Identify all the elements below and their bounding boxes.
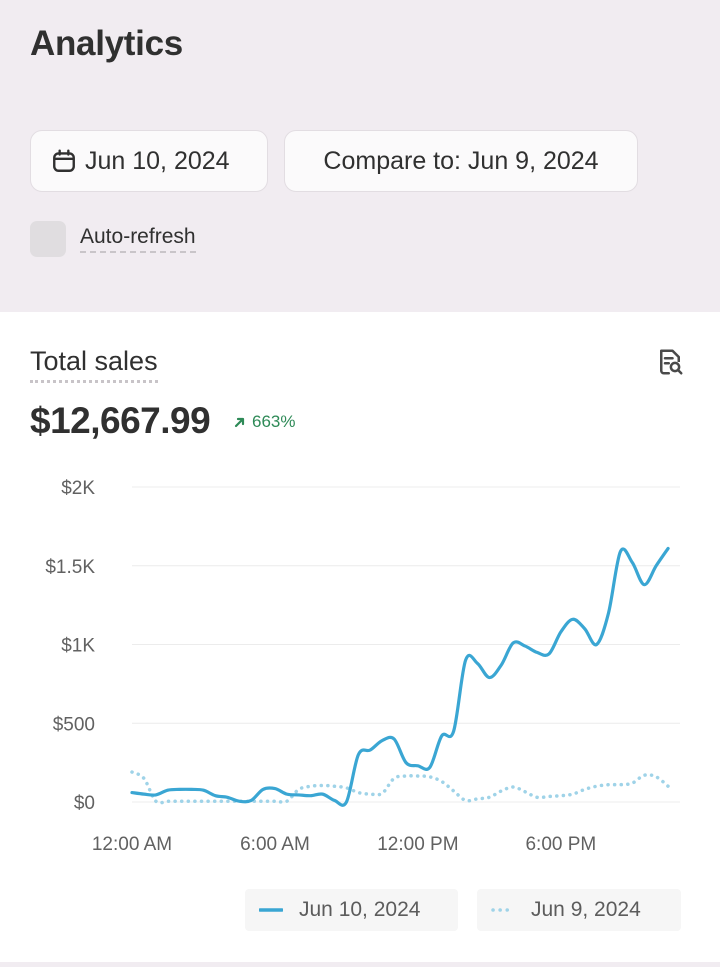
y-tick-label: $1K [61, 636, 95, 657]
x-tick-label: 12:00 PM [377, 834, 458, 855]
y-tick-label: $1.5K [45, 557, 95, 578]
y-tick-label: $2K [61, 478, 95, 499]
legend-item-compare[interactable]: Jun 9, 2024 [477, 889, 681, 931]
y-tick-label: $500 [53, 714, 95, 735]
auto-refresh-checkbox[interactable] [30, 221, 66, 257]
calendar-icon [53, 149, 75, 172]
auto-refresh-toggle[interactable]: Auto-refresh [30, 221, 196, 257]
date-picker-label: Jun 10, 2024 [85, 146, 230, 175]
explore-report-icon[interactable] [655, 347, 685, 377]
change-value: 663% [252, 412, 296, 431]
legend-label: Jun 9, 2024 [531, 898, 641, 921]
filter-panel: Analytics Jun 10, 2024 Compare to: Jun 9… [0, 0, 720, 312]
auto-refresh-label: Auto-refresh [80, 225, 196, 253]
metric-value: $12,667.99 [30, 400, 211, 441]
x-tick-label: 12:00 AM [92, 834, 172, 855]
arrow-up-right-icon [234, 417, 245, 428]
sales-line-chart: $0 $500 $1K $1.5K $2K 12:00 AM 6:00 AM 12:00 PM… [45, 478, 680, 855]
page-title: Analytics [30, 24, 183, 63]
compare-date-button[interactable]: Compare to: Jun 9, 2024 [284, 130, 638, 192]
metric-title[interactable]: Total sales [30, 346, 158, 383]
y-tick-label: $0 [74, 793, 95, 814]
x-tick-label: 6:00 AM [240, 834, 310, 855]
date-picker-button[interactable]: Jun 10, 2024 [30, 130, 268, 192]
legend-dotted-swatch [491, 908, 515, 912]
legend-solid-swatch [259, 908, 283, 912]
legend-label: Jun 10, 2024 [299, 898, 421, 921]
change-badge: 663% [233, 412, 295, 432]
series-line-current [130, 546, 670, 807]
legend-item-current[interactable]: Jun 10, 2024 [245, 889, 458, 931]
compare-date-label: Compare to: Jun 9, 2024 [323, 146, 599, 175]
x-tick-label: 6:00 PM [525, 834, 596, 855]
series-line-compare [130, 770, 670, 805]
